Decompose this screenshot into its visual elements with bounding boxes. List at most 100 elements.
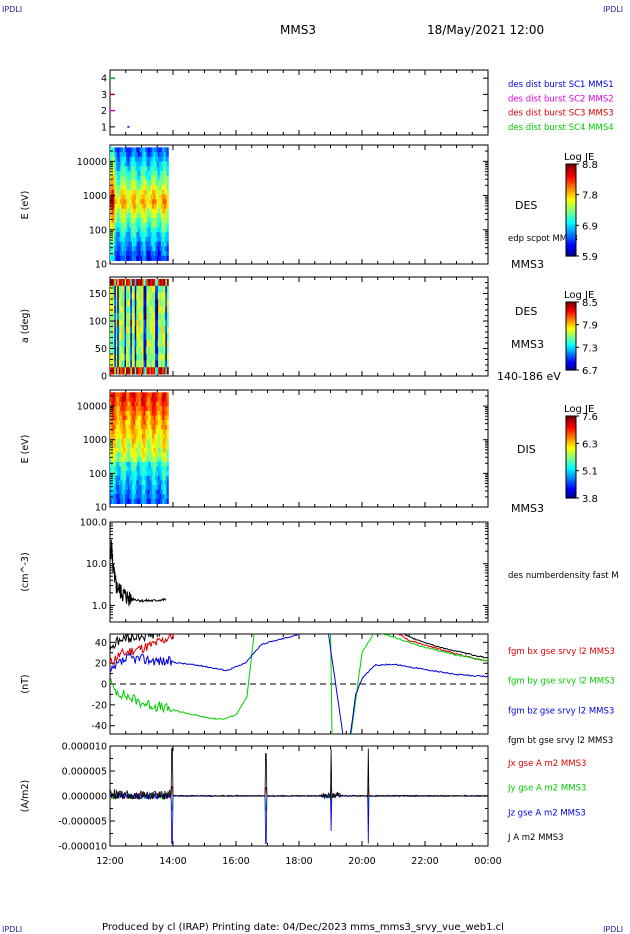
spectrogram-cell [142, 312, 145, 321]
spectrogram-cell [115, 203, 118, 210]
spectrogram-cell [153, 170, 156, 177]
spectrogram-cell [159, 292, 162, 300]
spectrogram-cell [136, 189, 139, 195]
spectrogram-cell [155, 360, 158, 368]
spectrogram-cell [123, 406, 126, 412]
spectrogram-cell [120, 480, 123, 486]
spectrogram-cell [136, 299, 139, 307]
spectrogram-cell [137, 255, 140, 261]
spectrogram-cell [137, 466, 140, 472]
spectrogram-cell [144, 279, 147, 287]
spectrogram-cell [137, 147, 140, 153]
spectrogram-cell [162, 292, 165, 300]
spectrogram-cell [163, 429, 166, 435]
spectrogram-cell [136, 199, 139, 205]
spectrogram-cell [133, 466, 136, 472]
spectrogram-cell [155, 194, 158, 200]
y-tick-label: -40 [91, 721, 107, 732]
spectrogram-cell [120, 194, 123, 200]
spectrogram-cell [124, 292, 127, 300]
spectrogram-cell [163, 299, 166, 307]
spectrogram-cell [137, 166, 140, 172]
spectrogram-cell [115, 333, 118, 341]
spectrogram-cell [115, 312, 118, 321]
spectrogram-cell [144, 180, 147, 186]
spectrogram-cell [165, 246, 168, 252]
spectrogram-cell [155, 410, 158, 416]
spectrogram-cell [165, 360, 168, 368]
spectrogram-cell [150, 241, 153, 247]
spectrogram-cell [117, 461, 120, 467]
spectrogram-cell [163, 175, 166, 181]
spectrogram-cell [158, 279, 161, 287]
spectrogram-cell [160, 489, 163, 495]
spectrogram-cell [124, 241, 127, 247]
fgm-series-line [110, 634, 488, 659]
spectrogram-cell [153, 292, 156, 300]
spectrogram-cell [158, 443, 161, 449]
spectrogram-cell [130, 213, 133, 219]
spectrogram-cell [111, 420, 114, 426]
spectrogram-cell [163, 353, 166, 361]
spectrogram-cell [166, 438, 169, 444]
spectrogram-cell [159, 185, 162, 191]
spectrogram-cell [162, 420, 165, 426]
spectrogram-cell [124, 175, 127, 181]
spectrogram-cell [146, 406, 149, 412]
spectrogram-cell [155, 170, 158, 177]
spectrogram-cell [152, 222, 155, 228]
colorbar-tick-label: 6.7 [582, 366, 598, 377]
spectrogram-cell [162, 161, 165, 167]
spectrogram-cell [134, 333, 137, 341]
spectrogram-cell [133, 312, 136, 321]
colorbar-cell [566, 346, 576, 349]
spectrogram-cell [115, 285, 118, 294]
spectrogram-cell [117, 452, 120, 458]
spectrogram-cell [120, 246, 123, 252]
spectrogram-cell [140, 175, 143, 181]
spectrogram-cell [144, 222, 147, 228]
spectrogram-cell [121, 452, 124, 458]
spectrogram-cell [114, 279, 117, 287]
spectrogram-cell [121, 218, 124, 224]
spectrogram-cell [127, 156, 130, 163]
spectrogram-cell [155, 292, 158, 300]
spectrogram-cell [121, 494, 124, 500]
spectrogram-cell [166, 312, 169, 321]
spectrogram-cell [153, 392, 156, 398]
spectrogram-cell [160, 227, 163, 233]
spectrogram-cell [150, 346, 153, 355]
spectrogram-cell [155, 480, 158, 486]
spectrogram-cell [160, 152, 163, 158]
spectrogram-cell [130, 340, 133, 348]
spectrogram-cell [124, 353, 127, 361]
spectrogram-cell [155, 326, 158, 334]
spectrogram-cell [158, 434, 161, 440]
spectrogram-cell [163, 443, 166, 449]
spectrogram-cell [110, 175, 112, 181]
spectrogram-cell [155, 236, 158, 243]
spectrogram-cell [156, 279, 159, 287]
spectrogram-cell [140, 166, 143, 172]
spectrogram-cell [142, 410, 145, 416]
spectrogram-cell [159, 227, 162, 233]
spectrogram-cell [120, 443, 123, 449]
spectrogram-cell [150, 443, 153, 449]
spectrogram-cell [124, 415, 127, 421]
spectrogram-cell [158, 185, 161, 191]
spectrogram-cell [131, 484, 134, 491]
spectrogram-cell [114, 340, 117, 348]
spectrogram-cell [117, 367, 120, 375]
spectrogram-cell [139, 170, 142, 177]
spectrogram-cell [149, 152, 152, 158]
spectrogram-cell [115, 410, 118, 416]
spectrogram-cell [111, 429, 114, 435]
spectrogram-cell [160, 236, 163, 243]
spectrogram-cell [140, 246, 143, 252]
spectrogram-cell [131, 246, 134, 252]
spectrogram-cell [123, 367, 126, 375]
spectrogram-cell [114, 236, 117, 243]
spectrogram-cell [146, 203, 149, 210]
spectrogram-cell [118, 203, 121, 210]
spectrogram-cell [110, 396, 112, 403]
